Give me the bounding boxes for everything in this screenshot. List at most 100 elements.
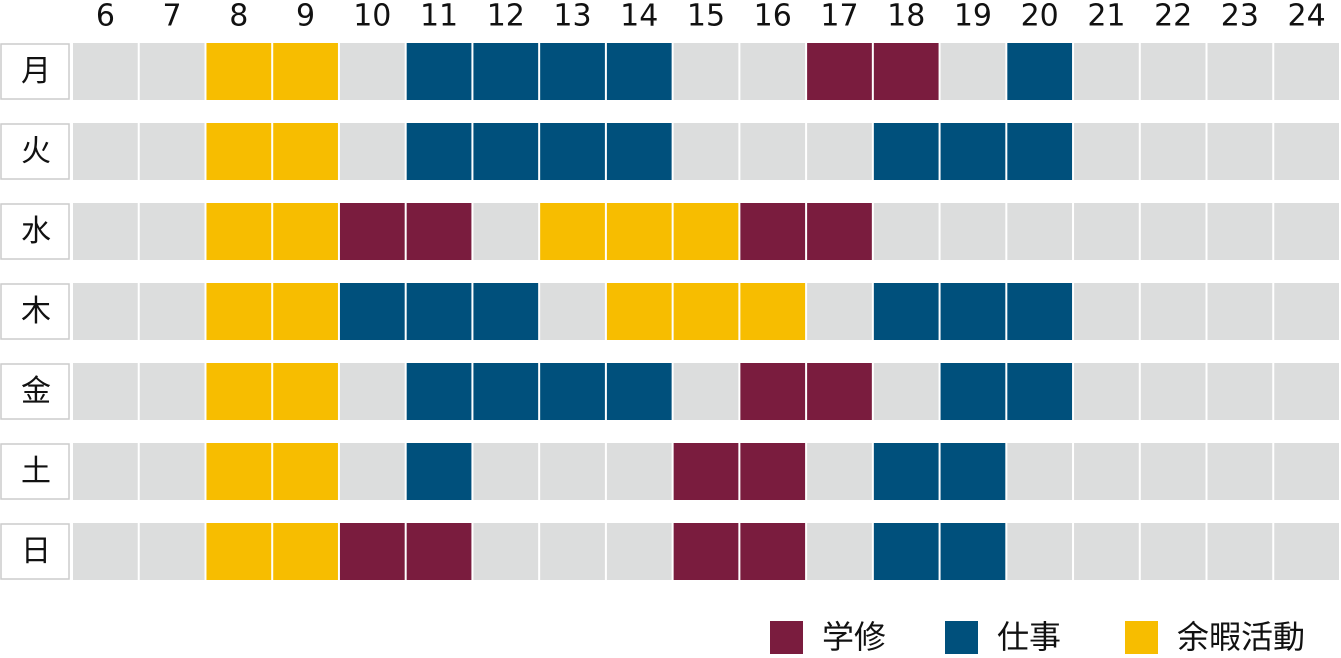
schedule-cell bbox=[206, 43, 272, 100]
hour-label: 15 bbox=[687, 0, 725, 34]
schedule-cell bbox=[1007, 203, 1073, 260]
schedule-cell bbox=[940, 43, 1006, 100]
schedule-cell bbox=[540, 123, 605, 180]
schedule-cell bbox=[1207, 203, 1273, 260]
schedule-cell bbox=[406, 283, 472, 340]
schedule-cell bbox=[1274, 203, 1339, 260]
hour-label: 17 bbox=[820, 0, 858, 34]
schedule-cell bbox=[1074, 523, 1139, 580]
schedule-cell bbox=[1207, 123, 1273, 180]
schedule-cell bbox=[1140, 443, 1206, 500]
hour-label: 12 bbox=[487, 0, 525, 34]
schedule-cell bbox=[473, 123, 539, 180]
hour-label: 19 bbox=[954, 0, 992, 34]
schedule-cell bbox=[139, 443, 205, 500]
schedule-cell bbox=[473, 283, 539, 340]
schedule-cell bbox=[940, 203, 1006, 260]
schedule-cell bbox=[807, 523, 872, 580]
hour-label: 13 bbox=[553, 0, 591, 34]
schedule-cell bbox=[1007, 123, 1073, 180]
schedule-cell bbox=[1007, 283, 1073, 340]
hour-label: 20 bbox=[1021, 0, 1059, 34]
hour-label: 7 bbox=[163, 0, 182, 34]
day-box bbox=[0, 123, 70, 180]
schedule-cell bbox=[1274, 363, 1339, 420]
legend-swatch bbox=[945, 621, 978, 654]
schedule-cell bbox=[73, 203, 138, 260]
schedule-cell bbox=[473, 523, 539, 580]
legend-label: 仕事 bbox=[997, 618, 1061, 656]
schedule-cell bbox=[1074, 123, 1139, 180]
schedule-cell bbox=[807, 443, 872, 500]
schedule-cell bbox=[673, 203, 739, 260]
schedule-cell bbox=[807, 283, 872, 340]
schedule-cell bbox=[473, 43, 539, 100]
day-label: 月 bbox=[21, 54, 51, 89]
schedule-cell bbox=[740, 443, 806, 500]
schedule-cell bbox=[873, 43, 939, 100]
schedule-cell bbox=[339, 363, 405, 420]
schedule-cell bbox=[406, 523, 472, 580]
schedule-cell bbox=[873, 443, 939, 500]
schedule-cell bbox=[73, 43, 138, 100]
schedule-cell bbox=[206, 523, 272, 580]
schedule-cell bbox=[273, 283, 338, 340]
schedule-cell bbox=[1074, 363, 1139, 420]
schedule-cell bbox=[273, 443, 338, 500]
schedule-cell bbox=[606, 43, 672, 100]
schedule-cell bbox=[540, 283, 605, 340]
schedule-cell bbox=[540, 443, 605, 500]
hour-label: 9 bbox=[296, 0, 315, 34]
schedule-cell bbox=[206, 123, 272, 180]
schedule-cell bbox=[807, 43, 872, 100]
schedule-cell bbox=[73, 283, 138, 340]
schedule-cell bbox=[273, 123, 338, 180]
schedule-cell bbox=[273, 523, 338, 580]
schedule-cell bbox=[873, 363, 939, 420]
legend-label: 学修 bbox=[822, 618, 886, 656]
schedule-cell bbox=[940, 123, 1006, 180]
schedule-cell bbox=[540, 523, 605, 580]
legend-swatch bbox=[770, 621, 803, 654]
schedule-cell bbox=[1007, 443, 1073, 500]
schedule-cell bbox=[273, 203, 338, 260]
schedule-cell bbox=[273, 43, 338, 100]
schedule-cell bbox=[606, 523, 672, 580]
schedule-cell bbox=[873, 203, 939, 260]
schedule-cell bbox=[339, 523, 405, 580]
day-box bbox=[0, 363, 70, 420]
schedule-cell bbox=[606, 123, 672, 180]
day-box bbox=[0, 443, 70, 500]
schedule-cell bbox=[673, 43, 739, 100]
hour-label: 8 bbox=[229, 0, 248, 34]
schedule-cell bbox=[540, 43, 605, 100]
hour-label: 21 bbox=[1087, 0, 1125, 34]
schedule-cell bbox=[139, 123, 205, 180]
hour-label: 10 bbox=[353, 0, 391, 34]
day-box bbox=[0, 283, 70, 340]
day-label: 金 bbox=[21, 374, 51, 409]
schedule-cell bbox=[1207, 523, 1273, 580]
schedule-cell bbox=[673, 523, 739, 580]
schedule-cell bbox=[1274, 43, 1339, 100]
schedule-cell bbox=[873, 523, 939, 580]
schedule-cell bbox=[406, 203, 472, 260]
schedule-cell bbox=[273, 363, 338, 420]
legend-label: 余暇活動 bbox=[1177, 618, 1305, 656]
schedule-cell bbox=[807, 123, 872, 180]
schedule-cell bbox=[339, 283, 405, 340]
schedule-cell bbox=[606, 363, 672, 420]
schedule-cell bbox=[73, 443, 138, 500]
schedule-cell bbox=[1007, 43, 1073, 100]
hour-label: 22 bbox=[1154, 0, 1192, 34]
schedule-cell bbox=[1274, 123, 1339, 180]
schedule-cell bbox=[1140, 123, 1206, 180]
day-label: 日 bbox=[21, 534, 51, 569]
schedule-cell bbox=[406, 43, 472, 100]
schedule-cell bbox=[473, 203, 539, 260]
day-label: 土 bbox=[21, 454, 51, 489]
schedule-cell bbox=[1207, 443, 1273, 500]
schedule-cell bbox=[940, 283, 1006, 340]
schedule-cell bbox=[473, 443, 539, 500]
